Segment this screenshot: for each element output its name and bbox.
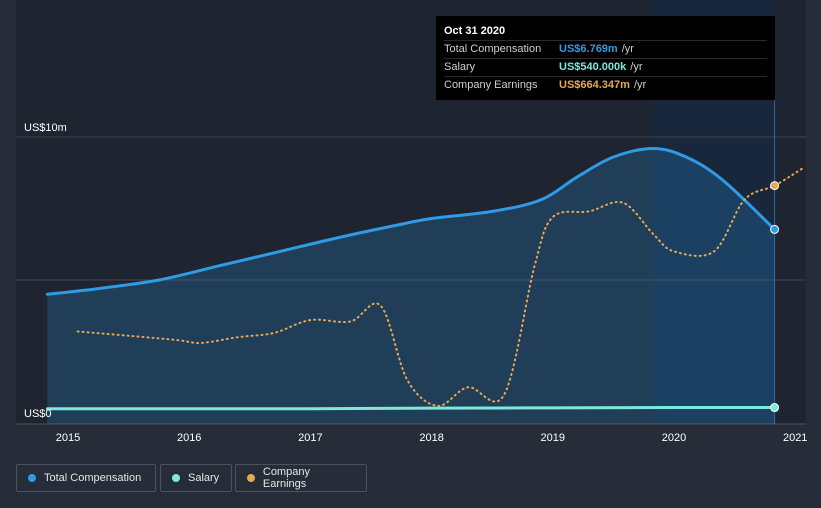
tooltip-label: Salary: [444, 61, 476, 73]
tooltip-value: US$540.000k: [559, 61, 627, 73]
x-tick-label: 2016: [177, 432, 201, 444]
axis-layer: 2015 2016 2017 2018 2019 2020 2021 US$10m US$0: [24, 122, 807, 444]
company-earnings-marker: [770, 181, 780, 191]
legend-dot-icon: [28, 474, 36, 482]
tooltip-unit: /yr: [630, 61, 643, 73]
x-tick-label: 2017: [298, 432, 322, 444]
legend-label: Total Compensation: [44, 472, 142, 484]
tooltip-row-total-compensation: Total Compensation US$6.769m /yr: [444, 40, 767, 58]
x-tick-label: 2021: [783, 432, 807, 444]
tooltip-label: Company Earnings: [444, 79, 538, 91]
total-compensation-marker: [770, 224, 780, 234]
tooltip-label: Total Compensation: [444, 43, 542, 55]
x-tick-label: 2019: [541, 432, 565, 444]
x-tick-label: 2018: [419, 432, 443, 444]
tooltip-unit: /yr: [633, 79, 647, 91]
company-earnings-line: [76, 167, 804, 407]
gridlines: [16, 136, 806, 425]
tooltip-row-company-earnings: Company Earnings US$664.347m /yr: [444, 76, 767, 94]
data-tooltip: Oct 31 2020 Total Compensation US$6.769m…: [436, 16, 775, 100]
tooltip-date: Oct 31 2020: [444, 25, 506, 37]
x-tick-label: 2020: [662, 432, 686, 444]
legend-company-earnings[interactable]: Company Earnings: [235, 464, 367, 492]
tooltip-unit: /yr: [621, 43, 634, 55]
tooltip-value: US$6.769m: [559, 43, 618, 55]
legend-dot-icon: [172, 474, 180, 482]
y-tick-label: US$10m: [24, 122, 67, 134]
salary-line: [45, 406, 777, 411]
series-layer: [45, 100, 804, 424]
y-tick-label: US$0: [24, 408, 52, 420]
legend-label: Salary: [188, 472, 220, 484]
legend-total-compensation[interactable]: Total Compensation: [16, 464, 156, 492]
salary-marker: [770, 403, 780, 413]
tooltip-row-salary: Salary US$540.000k /yr: [444, 58, 767, 76]
legend-dot-icon: [247, 474, 255, 482]
legend-salary[interactable]: Salary: [160, 464, 232, 492]
total-compensation-area: [47, 148, 775, 424]
total-compensation-line: [45, 146, 777, 296]
tooltip-value: US$664.347m: [559, 79, 630, 91]
x-tick-label: 2015: [56, 432, 80, 444]
legend-label: Company Earnings: [262, 466, 310, 490]
